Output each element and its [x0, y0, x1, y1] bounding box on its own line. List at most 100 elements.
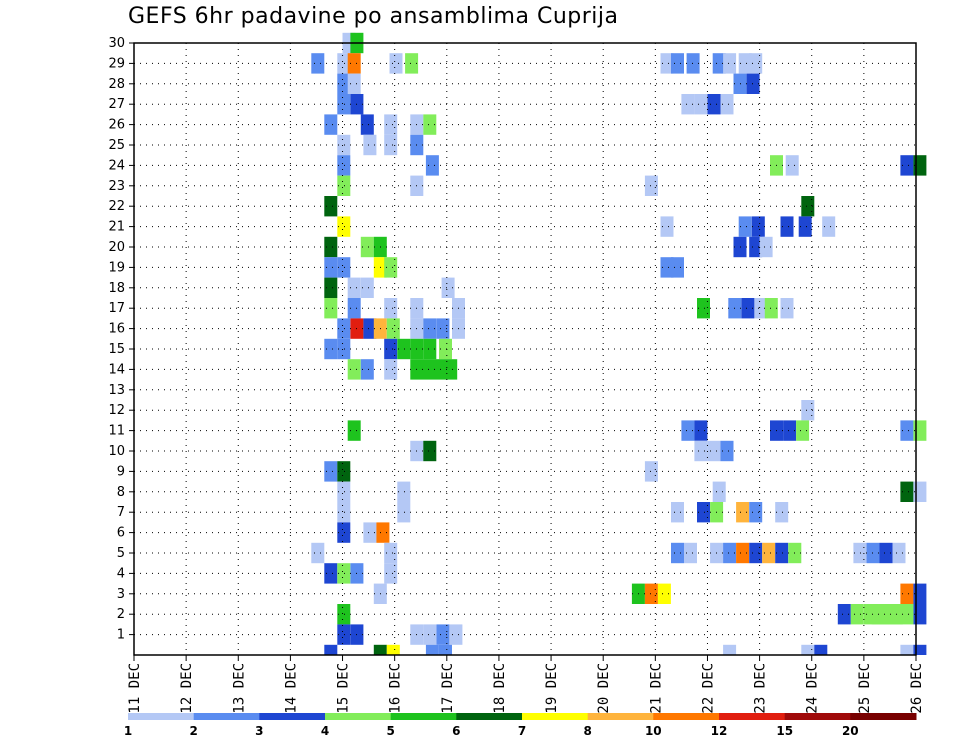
heatmap-cell — [671, 502, 684, 523]
x-tick-label: 24 DEC — [805, 663, 821, 714]
heatmap-cell — [347, 73, 361, 94]
heatmap-cell — [801, 644, 815, 655]
heatmap-cell — [837, 604, 851, 625]
heatmap-cell — [324, 196, 338, 217]
heatmap-cell — [425, 155, 439, 176]
heatmap-cell — [441, 277, 455, 298]
y-tick-label: 6 — [117, 526, 125, 541]
heatmap-cell — [900, 481, 914, 502]
heatmap-cell — [671, 542, 684, 564]
heatmap-cell — [423, 440, 437, 462]
colorbar-swatch — [259, 713, 326, 720]
y-tick-label: 17 — [108, 301, 125, 316]
colorbar-swatch — [587, 713, 654, 720]
y-tick-label: 11 — [108, 424, 125, 439]
heatmap-cell — [736, 502, 750, 523]
x-tick-label: 12 DEC — [179, 663, 195, 714]
x-tick-label: 11 DEC — [127, 663, 143, 714]
heatmap-cell — [723, 53, 737, 74]
heatmap-cell — [347, 298, 361, 319]
heatmap-cell — [775, 542, 789, 564]
heatmap-cell — [892, 542, 906, 564]
x-tick-label: 18 DEC — [492, 663, 508, 714]
heatmap-cell — [449, 624, 463, 645]
y-tick-label: 14 — [108, 362, 125, 377]
heatmap-cell — [423, 338, 437, 360]
heatmap-cell — [324, 461, 338, 482]
heatmap-cell — [337, 73, 351, 94]
heatmap-cell — [324, 563, 338, 584]
heatmap-cell — [736, 542, 750, 564]
heatmap-cell — [644, 583, 658, 604]
heatmap-cell — [814, 644, 828, 655]
heatmap-cell — [720, 94, 734, 115]
chart-title: GEFS 6hr padavine po ansamblima Cuprija — [128, 4, 619, 29]
y-tick-label: 28 — [108, 77, 125, 92]
heatmap-cell — [363, 318, 377, 339]
colorbar-swatch — [193, 713, 260, 720]
heatmap-cell — [684, 542, 697, 564]
heatmap-cell — [360, 236, 374, 258]
heatmap-cell — [738, 53, 752, 74]
heatmap-cell — [384, 298, 398, 319]
heatmap-cell — [384, 563, 398, 584]
colorbar-label: 20 — [842, 724, 859, 738]
heatmap-cell — [671, 257, 684, 278]
heatmap-cell — [376, 522, 390, 543]
heatmap-cell — [384, 338, 398, 360]
heatmap-cell — [660, 53, 674, 74]
heatmap-cell — [337, 257, 351, 278]
heatmap-cell — [337, 563, 351, 584]
y-tick-label: 27 — [108, 97, 125, 112]
heatmap-cell — [311, 542, 325, 564]
y-tick-label: 8 — [117, 485, 125, 500]
heatmap-cell — [384, 257, 398, 278]
heatmap-cell — [384, 114, 398, 135]
heatmap-cell — [853, 542, 867, 564]
heatmap-cell — [754, 298, 768, 319]
heatmap-cell — [749, 542, 763, 564]
y-tick-label: 5 — [117, 546, 125, 561]
heatmap-cell — [697, 502, 710, 523]
heatmap-cell — [871, 604, 914, 625]
heatmap-cell — [671, 53, 684, 74]
colorbar-swatch — [653, 713, 720, 720]
heatmap-cell — [405, 53, 419, 74]
heatmap-cell — [738, 216, 752, 237]
heatmap-cell — [425, 644, 439, 655]
heatmap-cell — [337, 216, 351, 237]
heatmap-cell — [436, 624, 450, 645]
heatmap-cell — [347, 359, 361, 380]
heatmap-cell — [707, 440, 721, 462]
heatmap-cell — [337, 522, 351, 543]
heatmap-cell — [723, 644, 737, 655]
heatmap-cell — [762, 542, 776, 564]
colorbar-swatch — [719, 713, 786, 720]
heatmap-cell — [694, 94, 708, 115]
heatmap-cell — [389, 53, 403, 74]
y-tick-label: 29 — [108, 56, 125, 71]
heatmap-cell — [798, 216, 812, 237]
heatmap-cell — [900, 155, 914, 176]
heatmap-cell — [386, 318, 400, 339]
x-tick-label: 17 DEC — [440, 663, 456, 714]
colorbar-label: 15 — [776, 724, 793, 738]
heatmap-cell — [324, 257, 338, 278]
heatmap-cell — [363, 522, 377, 543]
colorbar-label: 1 — [124, 724, 132, 738]
heatmap-cell — [347, 53, 361, 74]
y-tick-label: 10 — [108, 444, 125, 459]
heatmap-cell — [360, 277, 374, 298]
x-tick-label: 14 DEC — [283, 663, 299, 714]
heatmap-cell — [337, 94, 351, 115]
heatmap-cell — [337, 604, 351, 625]
heatmap-cell — [749, 502, 763, 523]
colorbar-swatch — [784, 713, 851, 720]
heatmap-cell — [360, 359, 374, 380]
heatmap-cell — [324, 114, 338, 135]
heatmap-cell — [373, 644, 387, 655]
heatmap-cell — [423, 318, 437, 339]
x-tick-label: 15 DEC — [336, 663, 352, 714]
heatmap-cell — [337, 461, 351, 482]
heatmap-cell — [337, 481, 351, 502]
